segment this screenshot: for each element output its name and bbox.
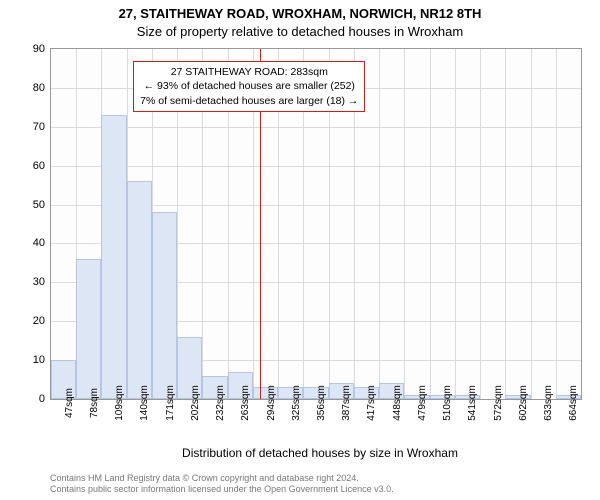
chart-title-line1: 27, STAITHEWAY ROAD, WROXHAM, NORWICH, N… xyxy=(0,6,600,21)
chart-title-line2: Size of property relative to detached ho… xyxy=(0,24,600,39)
gridline-v xyxy=(430,49,431,399)
x-tick-label: 602sqm xyxy=(518,385,529,421)
gridline-v xyxy=(455,49,456,399)
gridline-h xyxy=(51,166,581,167)
gridline-v xyxy=(505,49,506,399)
annotation-line2: ← 93% of detached houses are smaller (25… xyxy=(144,80,355,92)
y-tick-label: 40 xyxy=(33,237,45,249)
plot-area: 010203040506070809047sqm78sqm109sqm140sq… xyxy=(50,48,582,400)
chart-container: 27, STAITHEWAY ROAD, WROXHAM, NORWICH, N… xyxy=(0,0,600,500)
y-tick-label: 0 xyxy=(39,393,45,405)
x-tick-label: 356sqm xyxy=(316,385,327,421)
y-tick-label: 70 xyxy=(33,121,45,133)
attribution-line2: Contains public sector information licen… xyxy=(50,484,394,494)
x-tick-label: 202sqm xyxy=(190,385,201,421)
y-tick-label: 60 xyxy=(33,160,45,172)
x-tick-label: 109sqm xyxy=(114,385,125,421)
gridline-v xyxy=(480,49,481,399)
x-tick-label: 171sqm xyxy=(165,385,176,421)
gridline-v xyxy=(379,49,380,399)
x-tick-label: 325sqm xyxy=(291,385,302,421)
histogram-bar xyxy=(76,259,101,399)
histogram-bar xyxy=(152,212,177,399)
x-axis-label: Distribution of detached houses by size … xyxy=(50,446,590,460)
x-tick-label: 294sqm xyxy=(266,385,277,421)
y-tick-label: 80 xyxy=(33,82,45,94)
x-tick-label: 78sqm xyxy=(89,388,100,418)
gridline-v xyxy=(404,49,405,399)
x-tick-label: 510sqm xyxy=(442,385,453,421)
x-tick-label: 387sqm xyxy=(341,385,352,421)
gridline-h xyxy=(51,127,581,128)
x-tick-label: 448sqm xyxy=(392,385,403,421)
annotation-line3: 7% of semi-detached houses are larger (1… xyxy=(140,95,358,107)
gridline-v xyxy=(556,49,557,399)
y-tick-label: 90 xyxy=(33,43,45,55)
gridline-v xyxy=(531,49,532,399)
x-tick-label: 417sqm xyxy=(366,385,377,421)
annotation-box: 27 STAITHEWAY ROAD: 283sqm ← 93% of detac… xyxy=(133,61,365,112)
x-tick-label: 232sqm xyxy=(215,385,226,421)
x-tick-label: 140sqm xyxy=(139,385,150,421)
x-tick-label: 633sqm xyxy=(543,385,554,421)
x-tick-label: 572sqm xyxy=(493,385,504,421)
attribution-line1: Contains HM Land Registry data © Crown c… xyxy=(50,473,359,483)
y-tick-label: 50 xyxy=(33,199,45,211)
y-tick-label: 20 xyxy=(33,315,45,327)
annotation-line1: 27 STAITHEWAY ROAD: 283sqm xyxy=(171,66,328,78)
y-tick-label: 30 xyxy=(33,276,45,288)
y-tick-label: 10 xyxy=(33,354,45,366)
histogram-bar xyxy=(101,115,126,399)
x-tick-label: 479sqm xyxy=(417,385,428,421)
x-tick-label: 664sqm xyxy=(568,385,579,421)
x-tick-label: 541sqm xyxy=(467,385,478,421)
attribution-text: Contains HM Land Registry data © Crown c… xyxy=(50,473,590,496)
histogram-bar xyxy=(127,181,152,399)
x-tick-label: 47sqm xyxy=(64,388,75,418)
x-tick-label: 263sqm xyxy=(240,385,251,421)
